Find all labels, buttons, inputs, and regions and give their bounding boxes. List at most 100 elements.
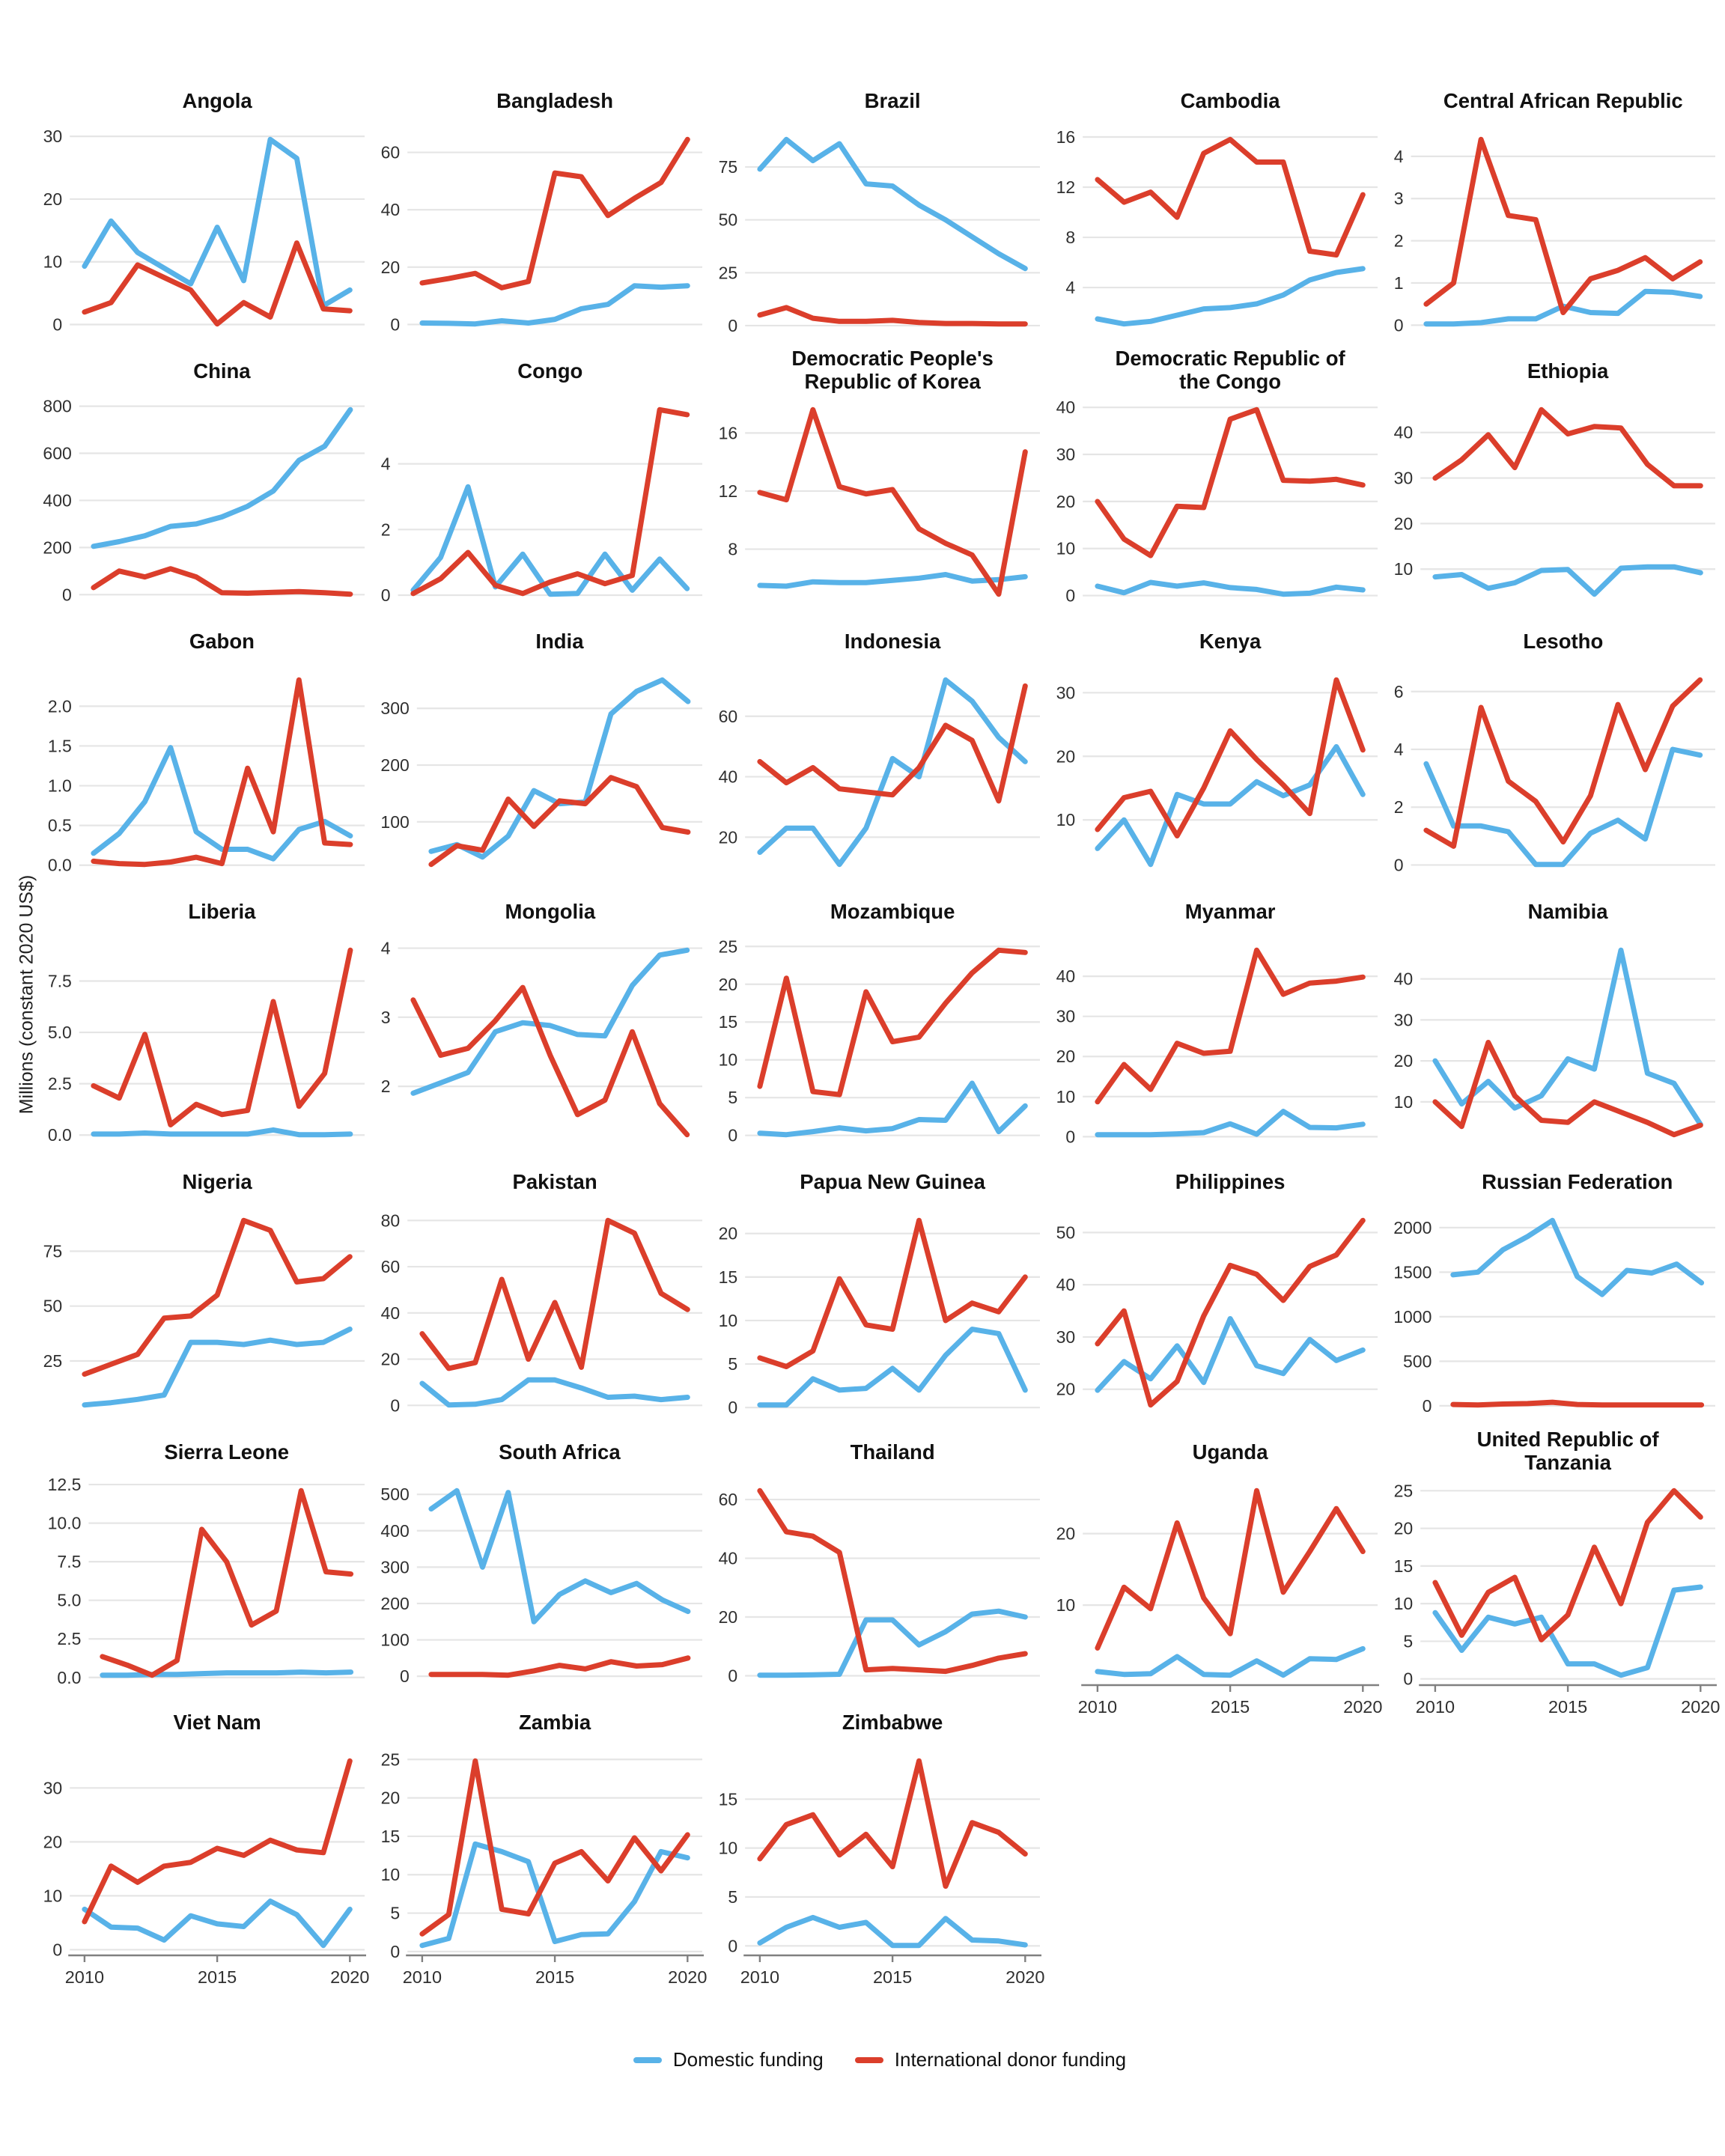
x-axis: 2010 2015 2020 xyxy=(1078,1684,1382,1717)
y-tick-label: 20 xyxy=(1056,1047,1076,1066)
svg-text:Thailand: Thailand xyxy=(851,1440,935,1464)
y-tick-label: 30 xyxy=(43,1778,63,1797)
panel-title: Thailand xyxy=(851,1440,935,1464)
domestic-funding-line xyxy=(757,1914,1028,1949)
y-tick-label: 40 xyxy=(1056,1275,1076,1294)
panel-sierra-leone: Sierra Leone 0.0 2.5 5.0 7.5 10.0 12.5 xyxy=(34,1426,372,1696)
svg-text:South Africa: South Africa xyxy=(499,1440,621,1464)
y-tick-label: 5.0 xyxy=(57,1591,81,1610)
svg-text:Myanmar: Myanmar xyxy=(1185,900,1276,923)
y-tick-label: 20 xyxy=(1056,1380,1076,1399)
domestic-funding-line xyxy=(1432,564,1703,597)
panel-title: Russian Federation xyxy=(1482,1170,1673,1193)
y-tick-label: 30 xyxy=(43,127,63,146)
international-donor-funding-line xyxy=(82,240,353,327)
domestic-funding-line xyxy=(419,1841,690,1949)
y-tick-label: 20 xyxy=(1394,514,1414,533)
y-tick-label: 800 xyxy=(43,397,71,416)
y-tick-label: 2000 xyxy=(1393,1218,1432,1237)
x-tick-label: 2010 xyxy=(740,1967,779,1987)
y-tick-label: 300 xyxy=(380,698,409,718)
domestic-funding-line xyxy=(1423,746,1703,868)
panel-title: Viet Nam xyxy=(174,1711,261,1734)
y-tick-label: 0 xyxy=(1423,1396,1432,1416)
panel-myanmar: Myanmar 0 10 20 30 40 xyxy=(1047,886,1385,1156)
domestic-funding-line xyxy=(82,1327,353,1408)
y-tick-label: 50 xyxy=(719,210,738,230)
panel-papua-new-guinea: Papua New Guinea 0 5 10 15 20 xyxy=(710,1156,1047,1426)
international-donor-funding-line xyxy=(410,406,690,597)
y-tick-label: 0 xyxy=(728,316,737,335)
y-gridlines-and-ticks: 25 50 75 xyxy=(43,1241,365,1371)
panel-ethiopia: Ethiopia 10 20 30 40 xyxy=(1385,345,1723,615)
y-tick-label: 16 xyxy=(719,423,738,442)
y-tick-label: 6 xyxy=(1394,682,1404,701)
y-tick-label: 25 xyxy=(719,263,738,282)
y-gridlines-and-ticks: 0 5 10 15 20 xyxy=(719,1224,1040,1417)
y-tick-label: 10 xyxy=(1394,1092,1414,1112)
y-gridlines-and-ticks: 0 10 20 30 40 xyxy=(1056,398,1378,606)
y-tick-label: 7.5 xyxy=(57,1552,81,1571)
y-gridlines-and-ticks: 0 10 20 30 xyxy=(43,127,365,335)
y-gridlines-and-ticks: 10 20 30 40 xyxy=(1394,423,1715,579)
y-gridlines-and-ticks: 0.0 2.5 5.0 7.5 10.0 12.5 xyxy=(48,1475,365,1687)
chart-gabon: Gabon 0.0 0.5 1.0 1.5 2.0 xyxy=(48,630,365,875)
domestic-funding-line xyxy=(1095,1645,1366,1678)
svg-text:China: China xyxy=(193,359,251,383)
y-tick-label: 0 xyxy=(1065,1127,1075,1146)
international-donor-funding-line xyxy=(419,136,690,290)
x-tick-label: 2010 xyxy=(1416,1697,1455,1717)
chart-thailand: Thailand 0 20 40 60 xyxy=(719,1440,1040,1685)
y-tick-label: 60 xyxy=(381,143,401,162)
y-tick-label: 2 xyxy=(381,520,391,539)
panel-title: Bangladesh xyxy=(496,89,613,112)
y-tick-label: 400 xyxy=(43,490,71,510)
y-tick-label: 2.5 xyxy=(57,1629,81,1648)
panel-indonesia: Indonesia 20 40 60 xyxy=(710,615,1047,886)
y-tick-label: 0 xyxy=(1065,586,1075,606)
international-donor-funding-line xyxy=(419,1758,690,1937)
panel-united-republic-of-tanzania: United Republic of Tanzania 0 5 10 15 20 25 2010… xyxy=(1385,1426,1723,1731)
panel-title: Ethiopia xyxy=(1527,359,1609,383)
y-gridlines-and-ticks: 0 20 40 60 xyxy=(381,143,702,334)
y-tick-label: 50 xyxy=(43,1297,63,1316)
panel-title: Pakistan xyxy=(513,1170,597,1193)
international-donor-funding-line xyxy=(428,1655,691,1678)
y-tick-label: 20 xyxy=(381,258,401,277)
y-tick-label: 10.0 xyxy=(48,1514,82,1533)
svg-text:Congo: Congo xyxy=(517,359,582,383)
panel-gabon: Gabon 0.0 0.5 1.0 1.5 2.0 xyxy=(34,615,372,886)
svg-text:Brazil: Brazil xyxy=(865,89,921,112)
y-gridlines-and-ticks: 0 5 10 15 20 25 xyxy=(1394,1481,1715,1689)
y-tick-label: 0 xyxy=(52,1940,62,1959)
panel-title: Indonesia xyxy=(845,630,941,653)
svg-text:Republic of Korea: Republic of Korea xyxy=(804,370,981,393)
domestic-funding-line xyxy=(1095,266,1366,327)
panel-philippines: Philippines 20 30 40 50 xyxy=(1047,1156,1385,1426)
panel-title: China xyxy=(193,359,251,383)
y-tick-label: 12 xyxy=(719,481,738,501)
y-tick-label: 0 xyxy=(1403,1669,1413,1689)
panel-title: Papua New Guinea xyxy=(800,1170,985,1193)
y-gridlines-and-ticks: 10 20 xyxy=(1056,1524,1378,1615)
y-tick-label: 12 xyxy=(1056,177,1076,197)
y-tick-label: 40 xyxy=(719,767,738,787)
y-gridlines-and-ticks: 4 8 12 16 xyxy=(1056,127,1378,297)
y-tick-label: 0.0 xyxy=(57,1668,81,1687)
y-tick-label: 1500 xyxy=(1393,1262,1432,1282)
y-tick-label: 0 xyxy=(62,585,72,604)
y-tick-label: 15 xyxy=(381,1827,401,1846)
y-gridlines-and-ticks: 0 5 10 15 xyxy=(719,1789,1040,1955)
y-tick-label: 10 xyxy=(1056,539,1076,558)
y-tick-label: 3 xyxy=(1394,189,1404,208)
chart-china: China 0 200 400 600 800 xyxy=(43,359,365,604)
y-tick-label: 20 xyxy=(381,1788,401,1808)
panel-title: Zambia xyxy=(519,1711,591,1734)
panel-china: China 0 200 400 600 800 xyxy=(34,345,372,615)
y-tick-label: 30 xyxy=(1056,683,1076,702)
domestic-funding-line xyxy=(1095,579,1366,597)
international-donor-funding-line xyxy=(419,1217,690,1371)
y-tick-label: 20 xyxy=(719,975,738,994)
chart-indonesia: Indonesia 20 40 60 xyxy=(719,630,1040,868)
